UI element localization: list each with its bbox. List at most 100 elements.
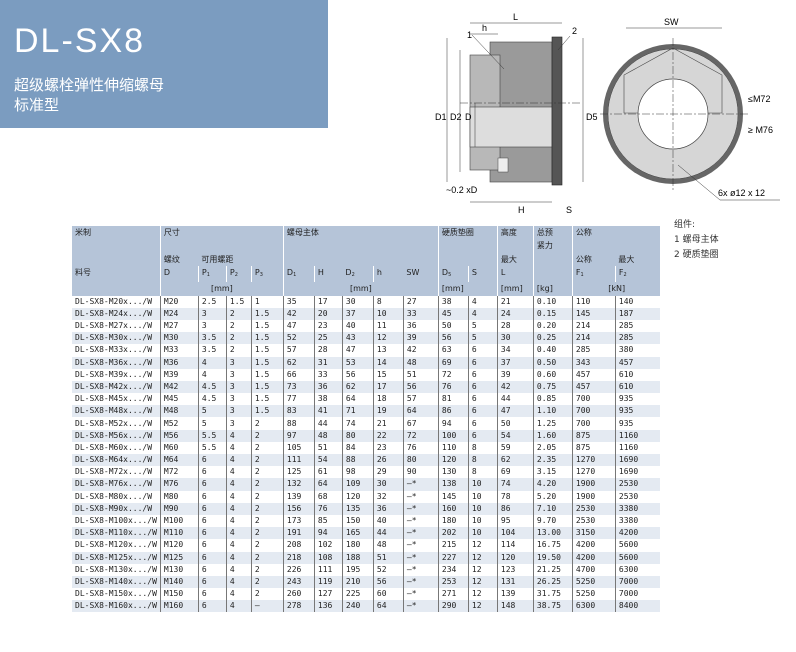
part-number: DL-SX8-M160x.../W [72, 600, 161, 613]
cell: 7.10 [532, 502, 573, 515]
cell: 1.25 [532, 417, 573, 430]
cell: 12 [372, 332, 404, 345]
cell: 0.85 [532, 393, 573, 406]
cell: 41 [313, 405, 343, 418]
hdr-col-s: S [467, 266, 498, 283]
cell: 28 [496, 319, 534, 333]
cell: 2 [250, 454, 284, 467]
cell: 610 [614, 380, 661, 394]
cell: 136 [313, 600, 343, 613]
side-view: L h 1 2 D1 D2 D D5 ~0.2 xD H S [435, 12, 598, 215]
hdr-col-l: L [496, 266, 534, 283]
cell: 62 [282, 356, 315, 369]
cell: 4 [225, 551, 252, 564]
cell: 0.15 [532, 307, 573, 320]
cell: 52 [282, 332, 315, 345]
cell: 68 [313, 490, 343, 503]
cell: 140 [614, 295, 661, 308]
cell: 47 [496, 405, 534, 418]
cell: 90 [402, 466, 439, 479]
cell: 3 [225, 405, 252, 418]
cell: 285 [614, 319, 661, 333]
cell: 64 [341, 393, 374, 406]
cell: 4 [225, 575, 252, 589]
cell: 17 [372, 380, 404, 394]
cell: 1.5 [250, 405, 284, 418]
part-number: DL-SX8-M76x.../W [72, 478, 161, 491]
cell: 2.05 [532, 441, 573, 454]
cell: 5 [197, 405, 227, 418]
cell: 4.5 [197, 380, 227, 394]
cell: 3 [225, 356, 252, 369]
cell: 4200 [614, 527, 661, 540]
cell: 214 [571, 319, 616, 333]
cell: 38.75 [532, 600, 573, 613]
cell: 110 [571, 295, 616, 308]
cell: 7000 [614, 575, 661, 589]
note-holes: 6x ø12 x 12 [718, 188, 765, 198]
cell: 1690 [614, 454, 661, 467]
cell: 380 [614, 344, 661, 357]
product-variant: 标准型 [14, 96, 60, 114]
unit-kg: [kg] [532, 282, 573, 296]
table-row: DL-SX8-M125x.../W M125 6 4 2 218 108 188 51 —* 227… [72, 551, 661, 564]
legend-title: 组件: [674, 220, 696, 230]
cell: 39 [496, 368, 534, 381]
cell: 48 [372, 539, 404, 552]
table-row: DL-SX8-M39x.../W M39 4 3 1.5 66 33 56 15 51 72 6 39 0… [72, 368, 661, 381]
cell: 64 [372, 600, 404, 613]
part-number: DL-SX8-M64x.../W [72, 454, 161, 467]
table-row: DL-SX8-M20x.../W M20 2.5 1.5 1 35 17 30 8 27 38 4 21… [72, 295, 661, 308]
cell: 131 [496, 575, 534, 589]
cell: 28 [313, 344, 343, 357]
part-number: DL-SX8-M42x.../W [72, 380, 161, 394]
part-number: DL-SX8-M140x.../W [72, 575, 161, 589]
cell: 1270 [571, 466, 616, 479]
cell: 4200 [571, 539, 616, 552]
cell: 63 [437, 344, 469, 357]
cell: 6300 [571, 600, 616, 613]
hdr-col-f1: F1 [571, 266, 616, 283]
cell: 2530 [614, 478, 661, 491]
cell: 202 [437, 527, 469, 540]
table-row: DL-SX8-M52x.../W M52 5 3 2 88 44 74 21 67 94 6 50 1.2… [72, 417, 661, 430]
cell: 110 [437, 441, 469, 454]
cell: 50 [437, 319, 469, 333]
cell: 0.60 [532, 368, 573, 381]
cell: 700 [571, 417, 616, 430]
cell: 12 [467, 575, 498, 589]
cell: 457 [614, 356, 661, 369]
cell: 1.5 [250, 332, 284, 345]
cell: 4 [225, 502, 252, 515]
cell: 3.5 [197, 332, 227, 345]
table-row: DL-SX8-M56x.../W M56 5.5 4 2 97 48 80 22 72 100 6 54… [72, 429, 661, 442]
spec-table: 米制 尺寸 螺母主体 硬质垫圈 高度 总预 公称 紧力 螺纹 可用螺距 最大 公… [72, 226, 661, 613]
cell: 260 [282, 588, 315, 601]
components-legend: 组件: 1 螺母主体 2 硬质垫圈 [674, 218, 719, 263]
table-row: DL-SX8-M64x.../W M64 6 4 2 111 54 88 26 80 120 8 62 2… [72, 454, 661, 467]
cell: M76 [159, 478, 199, 491]
cell: 156 [282, 502, 315, 515]
hdr-col-f2: F2 [614, 266, 661, 283]
cell: 138 [437, 478, 469, 491]
cell: 173 [282, 514, 315, 528]
cell: 20 [313, 307, 343, 320]
hdr-body: 螺母主体 [282, 226, 439, 240]
cell: 26 [372, 454, 404, 467]
cell: 12 [467, 600, 498, 613]
cell: 29 [372, 466, 404, 479]
cell: M45 [159, 393, 199, 406]
cell: 180 [437, 514, 469, 528]
part-number: DL-SX8-M30x.../W [72, 332, 161, 345]
cell: 3380 [614, 514, 661, 528]
part-number: DL-SX8-M20x.../W [75, 296, 153, 306]
cell: 2 [225, 344, 252, 357]
table-row: DL-SX8-M76x.../W M76 6 4 2 132 64 109 30 —* 138 10 7… [72, 478, 661, 491]
cell: —* [402, 600, 439, 613]
cell: 4 [225, 454, 252, 467]
cell: 180 [341, 539, 374, 552]
cell: 22 [372, 429, 404, 442]
cell: 105 [282, 441, 315, 454]
hdr-washer: 硬质垫圈 [437, 226, 498, 240]
cell: 5.5 [197, 441, 227, 454]
